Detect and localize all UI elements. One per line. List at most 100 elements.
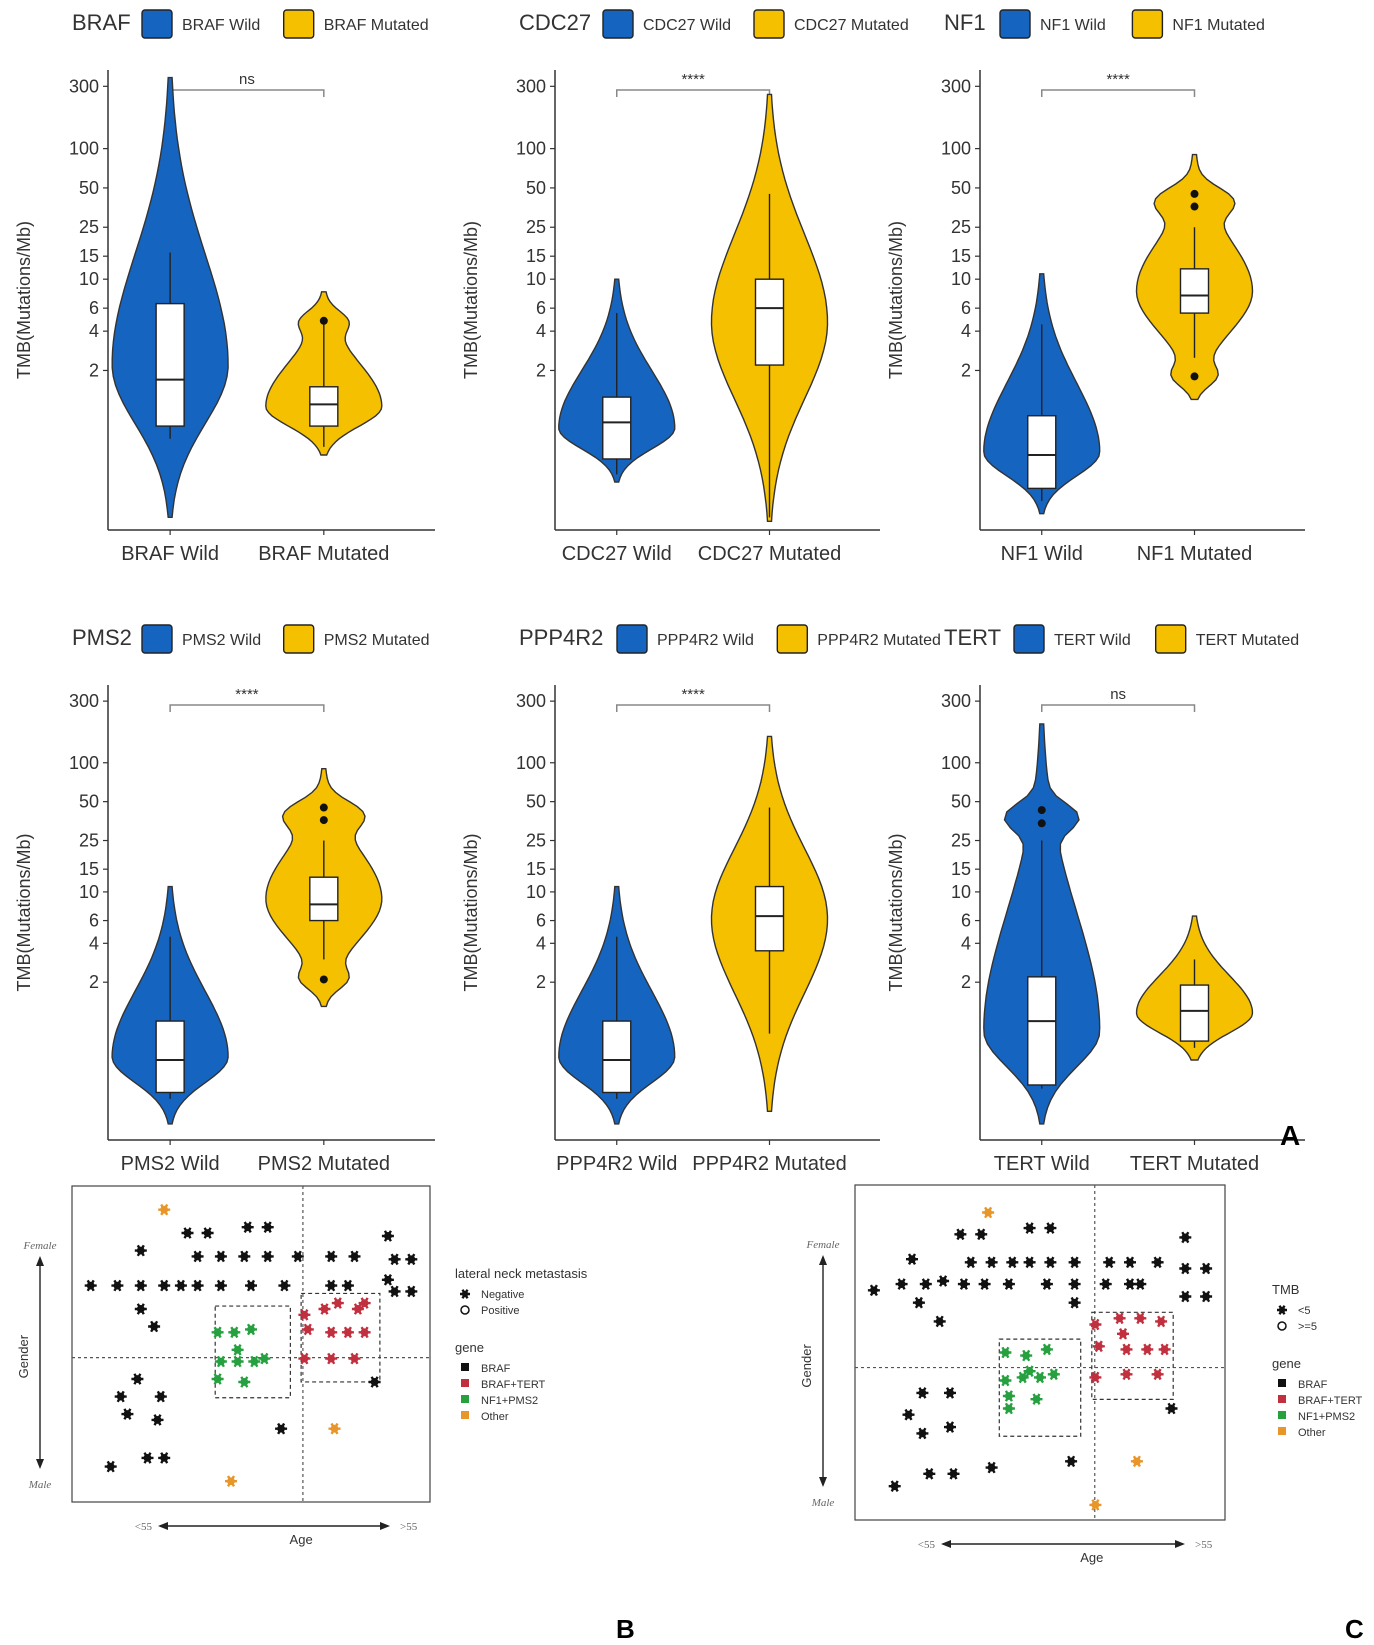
point-braf-tert-rays bbox=[1092, 1340, 1105, 1353]
legend-shape-label-1: <5 bbox=[1298, 1305, 1311, 1317]
y-tick-label: 100 bbox=[516, 139, 546, 159]
legend-swatch-cdc27-wild bbox=[602, 9, 634, 39]
point-braf-tert-rays bbox=[1113, 1312, 1126, 1325]
y-tick-label: 4 bbox=[89, 321, 99, 341]
legend-shape-marker bbox=[1277, 1321, 1287, 1331]
cluster-box-2 bbox=[1091, 1311, 1174, 1401]
scatter-plot-c: Female Male Gender <55 >55 Age TMB <5 >=5 gene BRA… bbox=[799, 1184, 1363, 1565]
point-braf-rays bbox=[134, 1279, 147, 1292]
point-braf-rays bbox=[902, 1408, 915, 1421]
point-braf-tert-rays bbox=[1120, 1368, 1133, 1381]
point-braf-tert-rays bbox=[298, 1309, 311, 1321]
y-tick-label: 2 bbox=[961, 972, 971, 992]
point-braf-rays bbox=[84, 1279, 97, 1292]
legend-label-tert-wild: TERT Wild bbox=[1054, 632, 1131, 649]
point-nf1-pms2-rays bbox=[1034, 1371, 1046, 1384]
point-nf1-pms2-rays bbox=[245, 1323, 257, 1336]
scatter-plot-b: Female Male Gender <55 >55 Age lateral neck me… bbox=[16, 1185, 588, 1547]
y-tick-label: 2 bbox=[961, 360, 971, 380]
legend-shape-label-2: Positive bbox=[481, 1305, 520, 1317]
y-tick-label: 300 bbox=[69, 76, 99, 96]
point-nf1-pms2-rays bbox=[1030, 1393, 1043, 1405]
point-braf-tert-rays bbox=[1120, 1343, 1133, 1356]
age-axis-label: Age bbox=[290, 1532, 313, 1547]
point-other-rays bbox=[225, 1475, 237, 1487]
legend-title: PMS2 bbox=[72, 625, 132, 650]
point-braf-rays bbox=[241, 1221, 254, 1233]
point-braf-rays bbox=[1002, 1278, 1015, 1290]
legend-label-braf-mutated: BRAF Mutated bbox=[324, 17, 429, 34]
point-braf-rays bbox=[134, 1244, 147, 1257]
point-nf1-pms2-rays bbox=[1047, 1368, 1060, 1381]
y-tick-label: 100 bbox=[69, 753, 99, 773]
point-braf-rays bbox=[158, 1279, 171, 1292]
point-braf-rays bbox=[151, 1414, 164, 1426]
x-tick-label-cdc27-mutated: CDC27 Mutated bbox=[698, 543, 841, 565]
point-braf-rays bbox=[405, 1253, 418, 1266]
point-braf-rays bbox=[954, 1228, 967, 1241]
point-braf-rays bbox=[158, 1452, 171, 1464]
point-braf-rays bbox=[957, 1278, 970, 1290]
legend-gene-marker-braf bbox=[1278, 1379, 1286, 1387]
significance-label: **** bbox=[1106, 71, 1130, 88]
point-nf1-pms2-rays bbox=[248, 1355, 261, 1368]
point-nf1-pms2-rays bbox=[238, 1376, 251, 1388]
point-braf-rays bbox=[944, 1387, 956, 1399]
significance-bracket bbox=[169, 89, 325, 97]
y-axis-label: TMB(Mutations/Mb) bbox=[14, 833, 34, 991]
y-tick-label: 100 bbox=[941, 753, 971, 773]
point-braf-rays bbox=[1099, 1278, 1112, 1290]
legend-title: PPP4R2 bbox=[519, 625, 603, 650]
significance-bracket bbox=[616, 89, 771, 97]
point-braf-rays bbox=[291, 1250, 304, 1263]
point-braf-rays bbox=[214, 1279, 227, 1292]
point-braf-rays bbox=[368, 1376, 381, 1388]
point-braf-rays bbox=[923, 1468, 936, 1480]
point-braf-rays bbox=[1023, 1256, 1036, 1269]
legend-label-cdc27-wild: CDC27 Wild bbox=[643, 17, 731, 34]
point-braf-rays bbox=[278, 1279, 291, 1292]
point-braf-tert-rays bbox=[348, 1352, 361, 1365]
x-tick-label-ppp4r2-mutated: PPP4R2 Mutated bbox=[692, 1153, 847, 1175]
gender-arrow-head-up bbox=[36, 1256, 44, 1266]
point-braf-rays bbox=[261, 1250, 274, 1263]
legend-gene-title: gene bbox=[1272, 1356, 1301, 1371]
gender-arrow-head-up bbox=[819, 1255, 827, 1265]
legend-label-ppp4r2-mutated: PPP4R2 Mutated bbox=[817, 632, 941, 649]
box-nf1-wild bbox=[1027, 415, 1057, 490]
legend-shape-label-2: >=5 bbox=[1298, 1321, 1317, 1333]
x-tick-label-pms2-wild: PMS2 Wild bbox=[121, 1153, 220, 1175]
point-braf-rays bbox=[238, 1250, 251, 1263]
outlier-point bbox=[1190, 202, 1199, 211]
y-tick-label: 50 bbox=[526, 792, 546, 812]
x-tick-label-tert-wild: TERT Wild bbox=[994, 1153, 1090, 1175]
point-braf-tert-rays bbox=[358, 1326, 371, 1339]
gender-bottom-label: Male bbox=[811, 1497, 835, 1509]
y-tick-label: 6 bbox=[536, 911, 546, 931]
legend-gene-title: gene bbox=[455, 1340, 484, 1355]
y-axis-label: TMB(Mutations/Mb) bbox=[461, 833, 481, 991]
outlier-point bbox=[1190, 189, 1199, 198]
legend-swatch-ppp4r2-wild bbox=[616, 624, 648, 654]
point-braf-tert-rays bbox=[325, 1352, 338, 1365]
cluster-box-1 bbox=[998, 1338, 1082, 1437]
legend-gene-marker-nf1-pms2 bbox=[461, 1395, 469, 1403]
age-arrow-head-right bbox=[1175, 1540, 1185, 1548]
box-pms2-mutated bbox=[309, 876, 339, 922]
legend-swatch-nf1-mutated bbox=[1131, 9, 1164, 39]
age-right-label: >55 bbox=[1195, 1539, 1213, 1551]
point-braf-rays bbox=[134, 1303, 147, 1315]
y-tick-label: 10 bbox=[79, 269, 99, 289]
gender-top-label: Female bbox=[23, 1240, 57, 1252]
outlier-point bbox=[319, 316, 328, 325]
point-braf-rays bbox=[1124, 1256, 1136, 1269]
legend-swatch-braf-mutated bbox=[283, 9, 315, 39]
point-braf-rays bbox=[104, 1460, 117, 1473]
y-tick-label: 6 bbox=[961, 911, 971, 931]
gender-bottom-label: Male bbox=[28, 1479, 52, 1491]
point-braf-rays bbox=[275, 1422, 288, 1435]
box-tert-mutated bbox=[1179, 984, 1210, 1042]
box-cdc27-mutated bbox=[754, 278, 785, 366]
point-braf-rays bbox=[933, 1315, 946, 1328]
